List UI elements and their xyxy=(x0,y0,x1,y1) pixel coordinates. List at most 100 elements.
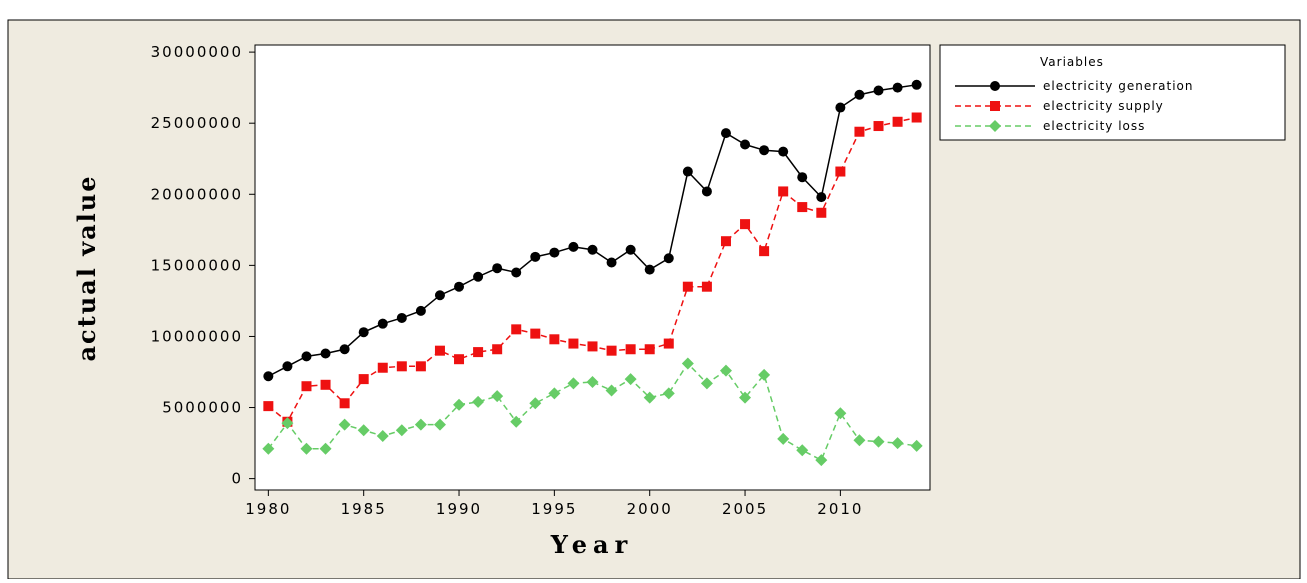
y-tick-label: 10000000 xyxy=(151,327,243,345)
data-point xyxy=(911,79,922,90)
data-point xyxy=(414,418,427,431)
data-point xyxy=(454,354,465,365)
data-point xyxy=(873,121,884,132)
data-point xyxy=(759,145,770,156)
data-point xyxy=(454,281,465,292)
y-tick-label: 30000000 xyxy=(151,43,243,61)
data-point xyxy=(835,166,846,177)
data-point xyxy=(301,381,312,392)
data-point xyxy=(911,112,922,123)
data-point xyxy=(530,328,541,339)
data-point xyxy=(511,324,522,335)
data-point xyxy=(892,82,903,93)
data-point xyxy=(720,128,731,139)
data-point xyxy=(873,85,884,96)
legend-label: electricity supply xyxy=(1043,99,1164,113)
data-point xyxy=(681,357,694,370)
data-point xyxy=(320,348,331,359)
data-point xyxy=(396,361,407,372)
legend-label: electricity generation xyxy=(1043,79,1193,93)
data-point xyxy=(492,344,503,355)
data-point xyxy=(759,246,770,257)
data-point xyxy=(643,391,656,404)
data-point xyxy=(625,344,636,355)
data-point xyxy=(301,351,312,362)
data-point xyxy=(740,139,751,150)
data-point xyxy=(320,379,331,390)
data-point xyxy=(415,305,426,316)
data-point xyxy=(587,244,598,255)
series-line xyxy=(267,362,917,462)
legend-title: Variables xyxy=(1040,55,1104,69)
data-point xyxy=(853,434,866,447)
data-point xyxy=(606,345,617,356)
x-tick-label: 1980 xyxy=(245,500,291,518)
data-point xyxy=(663,338,674,349)
data-point xyxy=(473,347,484,358)
data-point xyxy=(339,398,350,409)
data-point xyxy=(282,361,293,372)
data-point xyxy=(720,236,731,247)
data-point xyxy=(682,281,693,292)
data-point xyxy=(892,116,903,127)
y-tick-label: 20000000 xyxy=(151,185,243,203)
data-point xyxy=(815,454,828,467)
data-point xyxy=(491,390,504,403)
data-point xyxy=(549,334,560,345)
data-point xyxy=(701,186,712,197)
legend-label: electricity loss xyxy=(1043,119,1145,133)
data-point xyxy=(338,418,351,431)
data-point xyxy=(511,267,522,278)
data-point xyxy=(567,377,580,390)
data-point xyxy=(586,375,599,388)
data-point xyxy=(854,126,865,137)
data-point xyxy=(263,371,274,382)
data-point xyxy=(739,391,752,404)
x-tick-label: 1985 xyxy=(341,500,387,518)
data-point xyxy=(606,257,617,268)
data-point xyxy=(472,395,485,408)
data-point xyxy=(434,345,445,356)
data-point xyxy=(473,271,484,282)
data-point xyxy=(548,387,561,400)
data-point xyxy=(816,207,827,218)
x-axis-label: Year xyxy=(550,530,634,559)
x-tick-label: 1995 xyxy=(531,500,577,518)
data-point xyxy=(263,401,274,412)
legend-marker xyxy=(989,120,1001,132)
data-point xyxy=(891,437,904,450)
x-tick-label: 2005 xyxy=(722,500,768,518)
legend-marker xyxy=(990,81,1000,91)
data-point xyxy=(319,442,332,455)
data-point xyxy=(434,290,445,301)
data-point xyxy=(529,397,542,410)
plot-area xyxy=(254,44,931,491)
data-point xyxy=(492,263,503,274)
data-point xyxy=(719,364,732,377)
data-point xyxy=(663,253,674,264)
data-point xyxy=(758,368,771,381)
legend-marker xyxy=(990,101,1000,111)
data-point xyxy=(377,362,388,373)
data-point xyxy=(433,418,446,431)
data-point xyxy=(396,312,407,323)
data-point xyxy=(376,429,389,442)
data-point xyxy=(510,415,523,428)
data-point xyxy=(644,344,655,355)
data-point xyxy=(358,374,369,385)
data-point xyxy=(835,102,846,113)
data-point xyxy=(357,424,370,437)
y-axis-label: actual value xyxy=(72,174,101,361)
data-point xyxy=(605,384,618,397)
data-point xyxy=(797,172,808,183)
data-point xyxy=(624,373,637,386)
data-point xyxy=(395,424,408,437)
data-point xyxy=(777,432,790,445)
data-point xyxy=(587,341,598,352)
data-point xyxy=(358,327,369,338)
data-point xyxy=(568,338,579,349)
data-point xyxy=(816,192,827,203)
data-point xyxy=(682,166,693,177)
